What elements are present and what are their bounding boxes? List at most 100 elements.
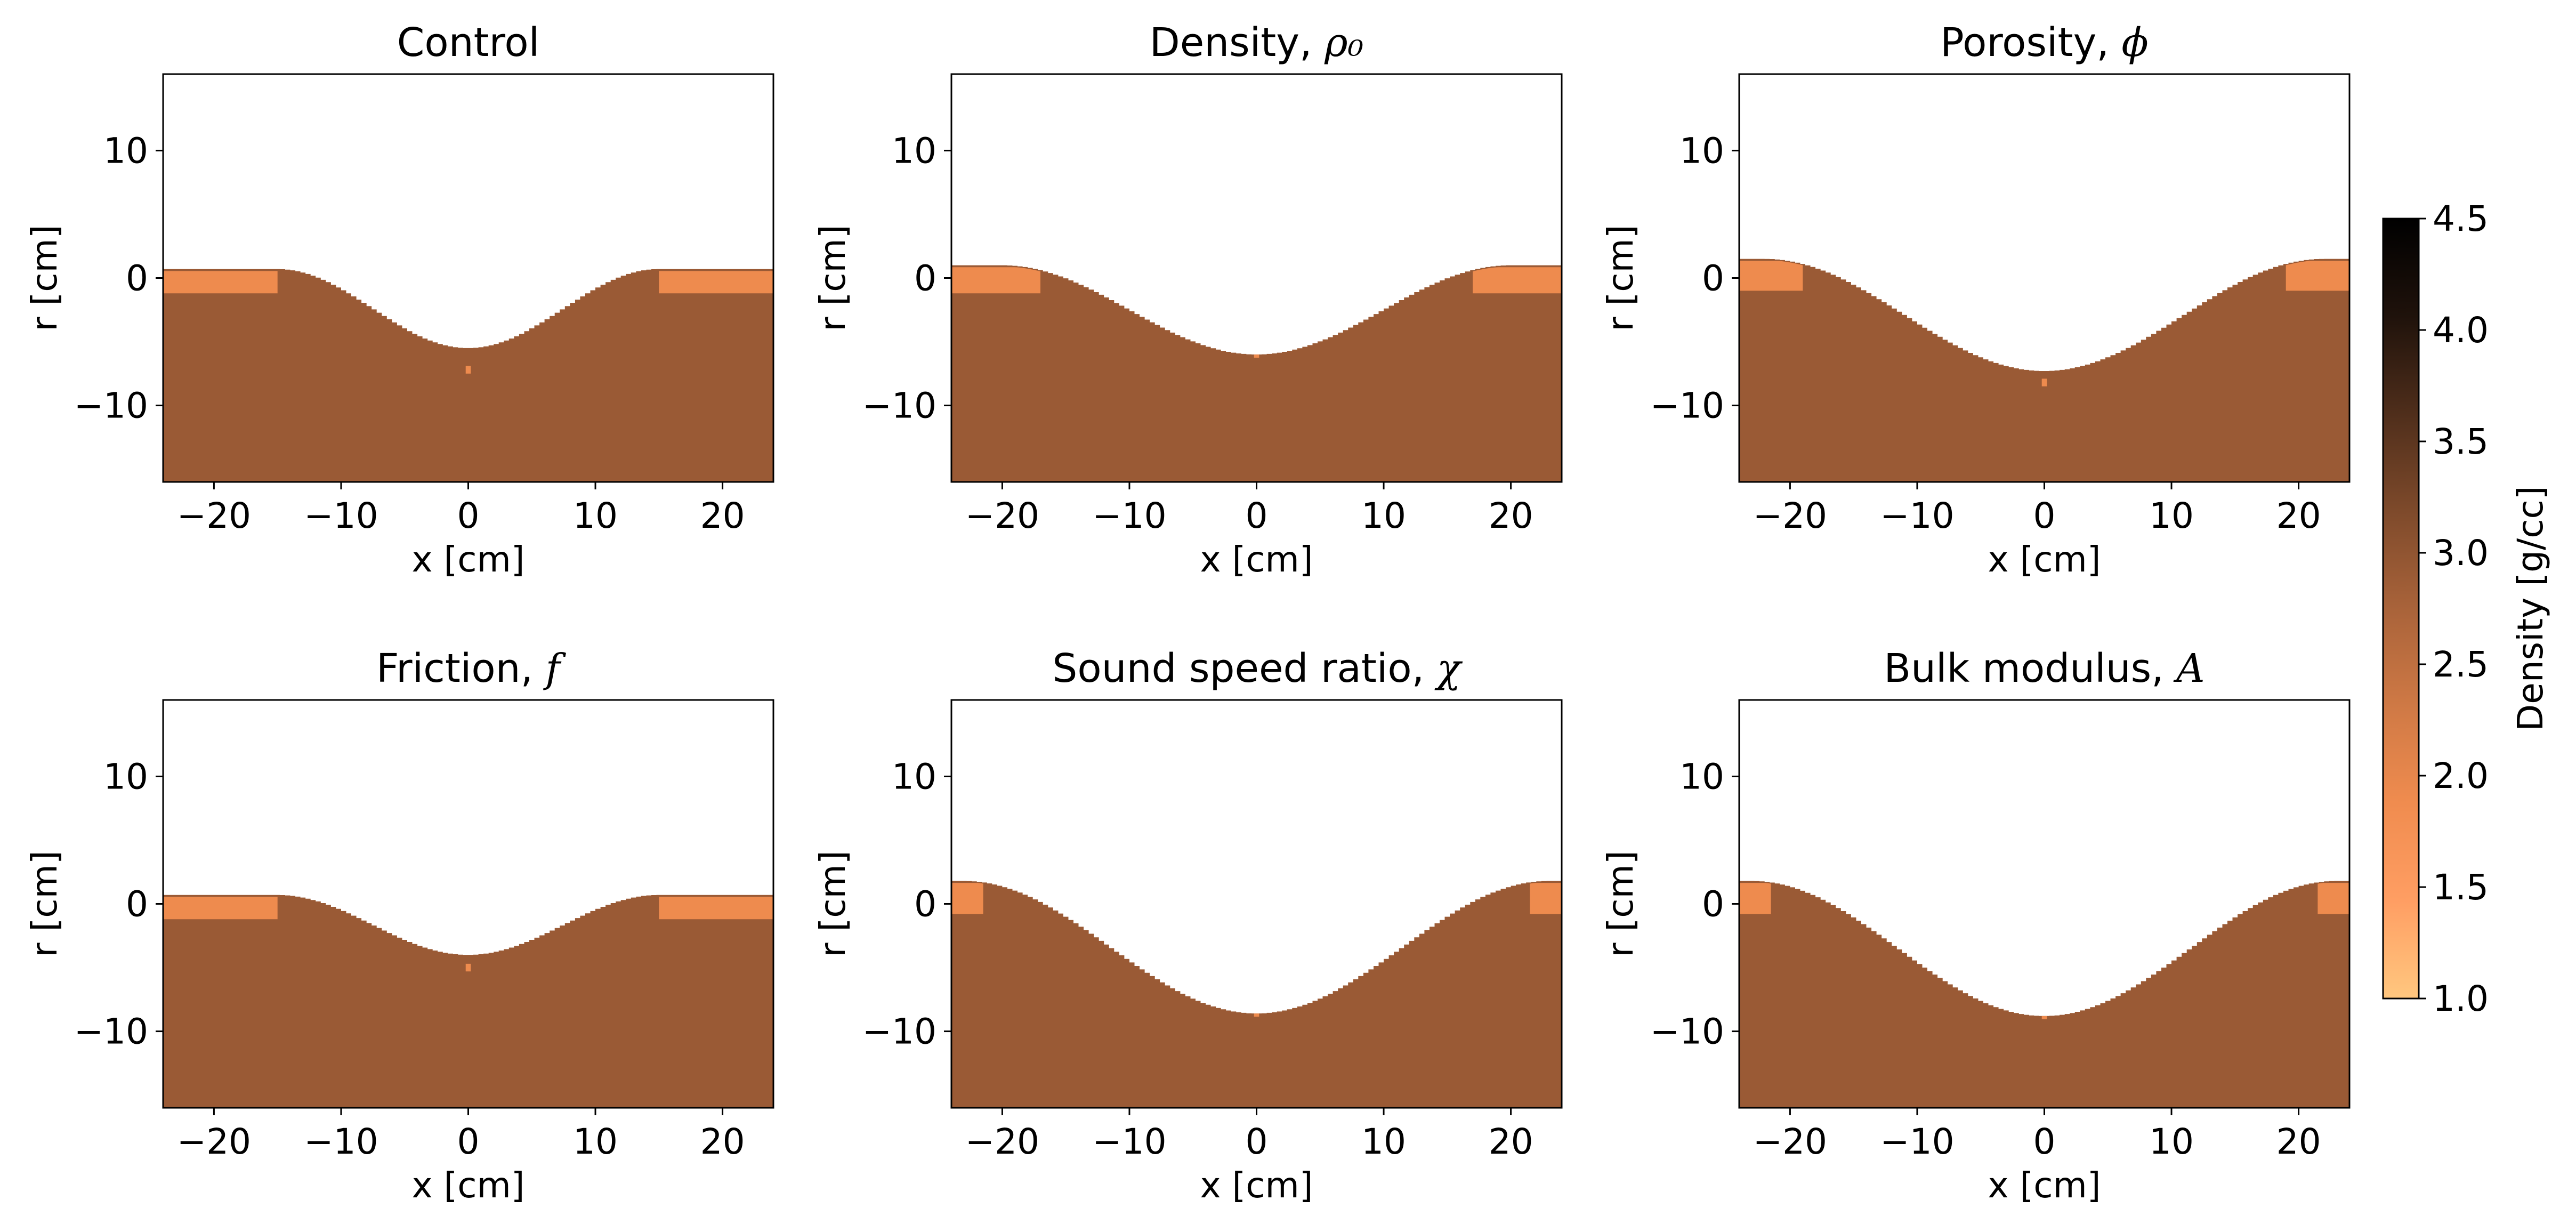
ejecta-deposit bbox=[1473, 267, 1562, 294]
y-axis-label: r [cm] bbox=[812, 850, 853, 957]
x-tick-label: 0 bbox=[1246, 1121, 1268, 1162]
colorbar-tick-label: 2.0 bbox=[2433, 755, 2489, 796]
central-feature bbox=[2041, 1016, 2047, 1019]
x-tick-label: −20 bbox=[177, 495, 251, 536]
ejecta-deposit bbox=[163, 271, 278, 294]
x-tick-label: −20 bbox=[965, 495, 1039, 536]
x-tick-label: 10 bbox=[573, 495, 618, 536]
panel-title: Friction, f bbox=[376, 646, 567, 691]
y-tick-label: 0 bbox=[1702, 258, 1724, 299]
panel-title: Porosity, ϕ bbox=[1940, 20, 2149, 66]
central-feature bbox=[1254, 1013, 1259, 1017]
x-axis-label: x [cm] bbox=[1200, 1165, 1313, 1206]
y-tick-label: 10 bbox=[1679, 756, 1724, 797]
y-tick-label: −10 bbox=[74, 1011, 148, 1052]
x-tick-label: 20 bbox=[2276, 495, 2321, 536]
y-tick-label: 10 bbox=[1679, 130, 1724, 171]
target-material bbox=[951, 881, 1562, 1108]
colorbar-gradient bbox=[2382, 218, 2420, 1000]
panel-1: −20 −10 0 10 20 −10 0 10 x [cm] r [cm] Control bbox=[24, 20, 774, 580]
panel-5: −20 −10 0 10 20 −10 0 10 x [cm] r [cm] Sound speed… bbox=[812, 646, 1563, 1206]
y-tick-label: 10 bbox=[892, 130, 936, 171]
central-feature bbox=[465, 963, 471, 972]
central-feature bbox=[2041, 379, 2047, 386]
ejecta-deposit bbox=[2286, 261, 2349, 291]
x-tick-label: 20 bbox=[700, 495, 745, 536]
target-material bbox=[1739, 881, 2349, 1108]
density-field bbox=[163, 700, 773, 1108]
x-tick-label: 0 bbox=[457, 495, 480, 536]
ejecta-deposit bbox=[1739, 261, 1803, 291]
target-material bbox=[163, 269, 773, 482]
panel-title: Sound speed ratio, χ bbox=[1052, 646, 1463, 691]
y-tick-label: −10 bbox=[862, 1011, 936, 1052]
panel-6: −20 −10 0 10 20 −10 0 10 x [cm] r [cm] Bulk modulu… bbox=[1600, 646, 2351, 1206]
ejecta-deposit bbox=[163, 897, 278, 920]
x-tick-label: 10 bbox=[1361, 495, 1406, 536]
target-material bbox=[1739, 259, 2349, 482]
y-tick-label: 0 bbox=[126, 884, 148, 925]
y-tick-label: 0 bbox=[1702, 884, 1724, 925]
x-tick-label: −20 bbox=[177, 1121, 251, 1162]
x-axis-label: x [cm] bbox=[1200, 539, 1313, 580]
y-tick-label: −10 bbox=[862, 385, 936, 426]
x-tick-label: 20 bbox=[1489, 495, 1533, 536]
target-material bbox=[951, 265, 1562, 482]
density-field bbox=[163, 74, 773, 482]
colorbar-tick-label: 3.5 bbox=[2433, 421, 2489, 462]
density-field bbox=[1739, 700, 2349, 1108]
x-tick-label: −10 bbox=[1880, 1121, 1954, 1162]
panel-title: Control bbox=[397, 20, 540, 66]
x-axis-label: x [cm] bbox=[1988, 539, 2101, 580]
y-tick-label: 10 bbox=[103, 130, 148, 171]
panel-2: −20 −10 0 10 20 −10 0 10 x [cm] r [cm] Density, ρ₀ bbox=[812, 20, 1563, 580]
colorbar-tick-label: 4.5 bbox=[2433, 198, 2489, 239]
ejecta-deposit bbox=[1739, 883, 1771, 914]
panel-title: Density, ρ₀ bbox=[1150, 20, 1364, 66]
ejecta-deposit bbox=[1530, 883, 1562, 914]
x-axis-label: x [cm] bbox=[411, 1165, 524, 1206]
x-tick-label: 0 bbox=[457, 1121, 480, 1162]
ejecta-deposit bbox=[2317, 883, 2349, 914]
y-tick-label: 0 bbox=[914, 884, 936, 925]
ejecta-deposit bbox=[951, 883, 983, 914]
x-tick-label: 0 bbox=[1246, 495, 1268, 536]
colorbar: 1.0 1.5 2.0 2.5 3.0 3.5 4.0 4.5 Density [g/cc] bbox=[2382, 198, 2551, 1019]
colorbar-tick-label: 1.0 bbox=[2433, 978, 2489, 1019]
x-tick-label: −10 bbox=[304, 495, 378, 536]
density-field bbox=[951, 700, 1562, 1108]
x-axis-label: x [cm] bbox=[1988, 1165, 2101, 1206]
colorbar-tick-label: 3.0 bbox=[2433, 533, 2489, 574]
y-tick-label: 10 bbox=[892, 756, 936, 797]
panel-4: −20 −10 0 10 20 −10 0 10 x [cm] r [cm] Friction, f bbox=[24, 646, 774, 1206]
colorbar-label: Density [g/cc] bbox=[2510, 486, 2551, 731]
x-tick-label: 0 bbox=[2033, 1121, 2056, 1162]
y-tick-label: 0 bbox=[126, 258, 148, 299]
y-tick-label: 10 bbox=[103, 756, 148, 797]
y-axis-label: r [cm] bbox=[1600, 224, 1641, 331]
x-tick-label: −20 bbox=[1753, 495, 1827, 536]
ejecta-deposit bbox=[659, 271, 773, 294]
x-tick-label: 10 bbox=[1361, 1121, 1406, 1162]
y-tick-label: −10 bbox=[1650, 385, 1724, 426]
central-feature bbox=[465, 366, 471, 374]
density-field bbox=[951, 74, 1562, 482]
x-tick-label: 0 bbox=[2033, 495, 2056, 536]
y-tick-label: −10 bbox=[1650, 1011, 1724, 1052]
y-tick-label: 0 bbox=[914, 258, 936, 299]
density-field bbox=[1739, 74, 2349, 482]
x-tick-label: 10 bbox=[2149, 1121, 2194, 1162]
x-tick-label: −10 bbox=[304, 1121, 378, 1162]
y-axis-label: r [cm] bbox=[24, 850, 65, 957]
x-tick-label: 20 bbox=[2276, 1121, 2321, 1162]
x-tick-label: 20 bbox=[1489, 1121, 1533, 1162]
central-feature bbox=[1254, 354, 1259, 358]
x-tick-label: −10 bbox=[1092, 1121, 1166, 1162]
x-tick-label: −20 bbox=[965, 1121, 1039, 1162]
x-tick-label: −10 bbox=[1880, 495, 1954, 536]
ejecta-deposit bbox=[659, 897, 773, 920]
y-axis-label: r [cm] bbox=[812, 224, 853, 331]
y-axis-label: r [cm] bbox=[1600, 850, 1641, 957]
panel-3: −20 −10 0 10 20 −10 0 10 x [cm] r [cm] Porosity, ϕ bbox=[1600, 20, 2351, 580]
